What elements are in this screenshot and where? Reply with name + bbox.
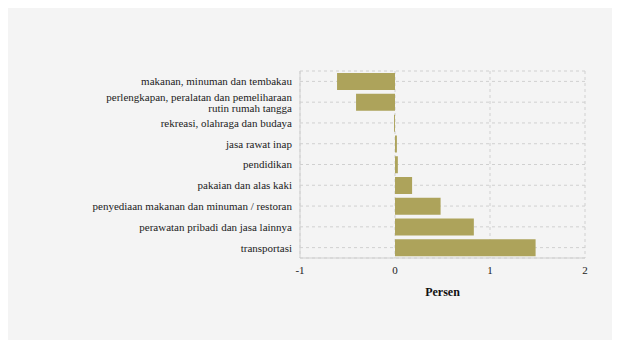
svg-text:jasa rawat inap: jasa rawat inap [225,138,292,150]
svg-text:makanan, minuman dan tembakau: makanan, minuman dan tembakau [141,75,292,87]
svg-text:-1: -1 [295,264,304,276]
svg-text:0: 0 [392,264,398,276]
svg-text:pakaian dan alas kaki: pakaian dan alas kaki [198,179,292,191]
svg-text:penyediaan makanan dan minuman: penyediaan makanan dan minuman / restora… [93,200,293,212]
svg-text:pendidikan: pendidikan [243,158,292,170]
svg-text:Persen: Persen [425,285,460,299]
svg-text:transportasi: transportasi [241,242,292,254]
svg-text:perawatan pribadi dan jasa lai: perawatan pribadi dan jasa lainnya [139,221,292,233]
svg-text:rekreasi, olahraga dan budaya: rekreasi, olahraga dan budaya [161,117,292,129]
svg-text:2: 2 [582,264,588,276]
svg-text:1: 1 [487,264,493,276]
svg-text:perlengkapan, peralatan dan pe: perlengkapan, peralatan dan pemeliharaan… [106,91,292,114]
